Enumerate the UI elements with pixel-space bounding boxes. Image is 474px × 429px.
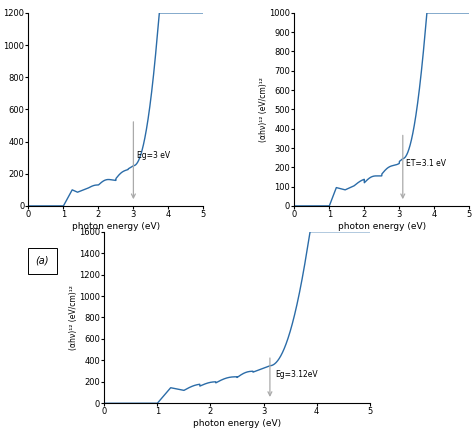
- Text: Eg=3.12eV: Eg=3.12eV: [275, 370, 318, 379]
- Text: (b): (b): [301, 256, 315, 266]
- Text: Eg=3 eV: Eg=3 eV: [137, 151, 170, 160]
- X-axis label: photon energy (eV): photon energy (eV): [338, 222, 426, 231]
- Text: ET=3.1 eV: ET=3.1 eV: [406, 159, 447, 168]
- Y-axis label: (αhν)¹² (eV/cm)¹²: (αhν)¹² (eV/cm)¹²: [259, 77, 268, 142]
- X-axis label: photon energy (eV): photon energy (eV): [72, 222, 160, 231]
- Y-axis label: (αhν)¹² (eV/cm)¹²: (αhν)¹² (eV/cm)¹²: [0, 77, 2, 142]
- Y-axis label: (αhν)¹² (eV/cm)¹²: (αhν)¹² (eV/cm)¹²: [69, 285, 78, 350]
- Text: (a): (a): [36, 256, 49, 266]
- X-axis label: photon energy (eV): photon energy (eV): [193, 419, 281, 428]
